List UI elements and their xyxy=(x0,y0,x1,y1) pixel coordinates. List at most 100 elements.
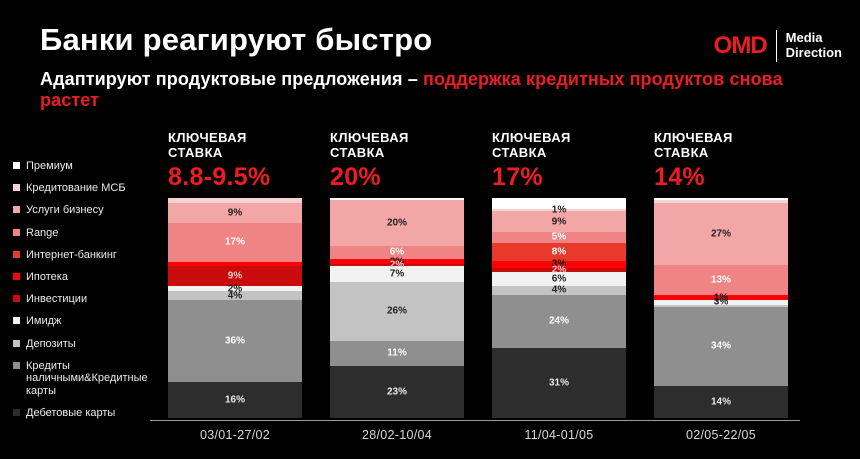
segment-value-label: 36% xyxy=(224,335,246,347)
segment-value-label: 3% xyxy=(551,258,567,270)
bar-segment: 5% xyxy=(492,231,626,243)
bar-segment: 3% xyxy=(330,256,464,267)
bar-segment: 6% xyxy=(492,272,626,286)
omd-logo-mark: OMD xyxy=(713,32,768,59)
bar-segment: 26% xyxy=(330,281,464,341)
bar-segment: 31% xyxy=(492,348,626,418)
subtitle-plain: Адаптируют продуктовые предложения – xyxy=(40,69,423,89)
legend-swatch xyxy=(13,339,20,347)
key-rate-header: КЛЮЧЕВАЯ СТАВКА 8.8-9.5% xyxy=(168,130,302,198)
bar-segment xyxy=(330,198,464,201)
page-title: Банки реагируют быстро xyxy=(40,22,433,57)
legend-label: Ипотека xyxy=(26,271,68,284)
segment-value-label: 14% xyxy=(710,396,732,408)
legend-swatch xyxy=(13,206,20,214)
bar-segment xyxy=(654,198,788,201)
bar-segment: 3% xyxy=(492,258,626,270)
bar-segment: 13% xyxy=(654,265,788,296)
header: Банки реагируют быстро Адаптируют продук… xyxy=(40,22,820,111)
legend-item: Имидж xyxy=(13,315,165,328)
bar-segment: 34% xyxy=(654,306,788,386)
legend-item: Дебетовые карты xyxy=(13,407,165,420)
legend-label: Имидж xyxy=(26,315,62,328)
legend-label: Интернет-банкинг xyxy=(26,248,117,261)
bar-segment: 1% xyxy=(654,292,788,304)
segment-value-label: 3% xyxy=(713,296,729,308)
bar-segment xyxy=(168,261,302,267)
key-rate-header: КЛЮЧЕВАЯ СТАВКА 17% xyxy=(492,130,626,198)
legend-item: Кредитование МСБ xyxy=(13,182,165,195)
legend-swatch xyxy=(13,317,20,325)
segment-value-label: 20% xyxy=(386,217,408,229)
segment-value-label: 6% xyxy=(389,246,405,258)
segment-value-label: 1% xyxy=(713,292,729,304)
segment-value-label: 26% xyxy=(386,305,408,317)
x-axis-category-label: 11/04-01/05 xyxy=(524,428,594,442)
legend-label: Кредитование МСБ xyxy=(26,182,126,195)
segment-value-label: 13% xyxy=(710,274,732,286)
bar-segment: 9% xyxy=(168,266,302,287)
bar-segment: 27% xyxy=(654,202,788,266)
segment-value-label: 2% xyxy=(227,283,243,295)
bar-segment: 23% xyxy=(330,365,464,418)
legend-label: Кредиты наличными&Кредитные карты xyxy=(26,359,148,398)
segment-value-label: 2% xyxy=(389,259,405,271)
bar-segment: 2% xyxy=(330,259,464,270)
logo-wordmark: Media Direction xyxy=(785,30,842,61)
legend-swatch xyxy=(13,295,20,303)
legend-swatch xyxy=(13,250,20,258)
segment-value-label: 16% xyxy=(224,394,246,406)
subtitle-accent: поддержка кредитных продуктов снова раст… xyxy=(40,69,783,110)
legend-item: Range xyxy=(13,227,165,240)
logo-line1: Media xyxy=(785,30,823,46)
chart-column: КЛЮЧЕВАЯ СТАВКА 17% 1% 9% 5% 8% 3% 2% 6% 4% 24% 31%… xyxy=(492,130,626,442)
legend-item: Кредиты наличными&Кредитные карты xyxy=(13,360,165,398)
legend-label: Range xyxy=(26,226,59,239)
stacked-bar: 9% 17% 9% 2% 4% 36% 16% xyxy=(168,198,302,418)
chart-column: КЛЮЧЕВАЯ СТАВКА 14% 27% 13% 1% 3% 34% 14% 02/05-… xyxy=(654,130,788,442)
bar-segment: 8% xyxy=(492,242,626,261)
legend-swatch xyxy=(13,409,20,417)
segment-value-label: 9% xyxy=(227,270,243,282)
key-rate-header: КЛЮЧЕВАЯ СТАВКА 20% xyxy=(330,130,464,198)
legend-swatch xyxy=(13,361,20,369)
bar-segment: 14% xyxy=(654,385,788,418)
segment-value-label: 9% xyxy=(227,207,243,219)
bar-segment xyxy=(654,304,788,307)
key-rate-value: 20% xyxy=(330,163,381,191)
legend-item: Услуги бизнесу xyxy=(13,204,165,217)
key-rate-label: КЛЮЧЕВАЯ СТАВКА xyxy=(330,130,409,160)
legend-label: Услуги бизнесу xyxy=(26,204,104,217)
stacked-bar: 20% 6% 3% 2% 7% 26% 11% 23% xyxy=(330,198,464,418)
stacked-bar: 1% 9% 5% 8% 3% 2% 6% 4% 24% 31% xyxy=(492,198,626,418)
segment-value-label: 4% xyxy=(227,290,243,301)
bar-segment xyxy=(168,198,302,203)
bar-segment: 7% xyxy=(330,266,464,282)
x-axis-category-label: 28/02-10/04 xyxy=(361,428,433,442)
legend-swatch xyxy=(13,184,20,192)
key-rate-label: КЛЮЧЕВАЯ СТАВКА xyxy=(168,130,247,160)
stacked-bar: 27% 13% 1% 3% 34% 14% xyxy=(654,198,788,418)
bar-segment: 36% xyxy=(168,300,302,382)
segment-value-label: 2% xyxy=(551,264,567,276)
legend-swatch xyxy=(13,162,20,169)
legend-swatch xyxy=(13,228,20,236)
legend-label: Инвестиции xyxy=(26,293,88,306)
x-axis-line xyxy=(150,420,800,421)
key-rate-value: 8.8-9.5% xyxy=(168,163,271,191)
segment-value-label: 11% xyxy=(387,347,407,359)
omd-media-direction-logo: OMD Media Direction xyxy=(714,30,842,62)
bar-segment: 2% xyxy=(492,264,626,275)
bar-segment: 4% xyxy=(168,290,302,301)
bar-segment: 9% xyxy=(168,202,302,223)
bar-segment: 3% xyxy=(654,296,788,308)
segment-value-label: 17% xyxy=(224,236,246,248)
bar-segment: 1% xyxy=(492,205,626,216)
segment-value-label: 5% xyxy=(551,231,567,243)
legend-label: Дебетовые карты xyxy=(26,407,116,420)
bar-segment xyxy=(654,200,788,203)
bar-segment: 6% xyxy=(330,245,464,260)
segment-value-label: 4% xyxy=(551,284,567,296)
bar-segment: 2% xyxy=(168,283,302,295)
logo-line2: Direction xyxy=(785,45,842,60)
